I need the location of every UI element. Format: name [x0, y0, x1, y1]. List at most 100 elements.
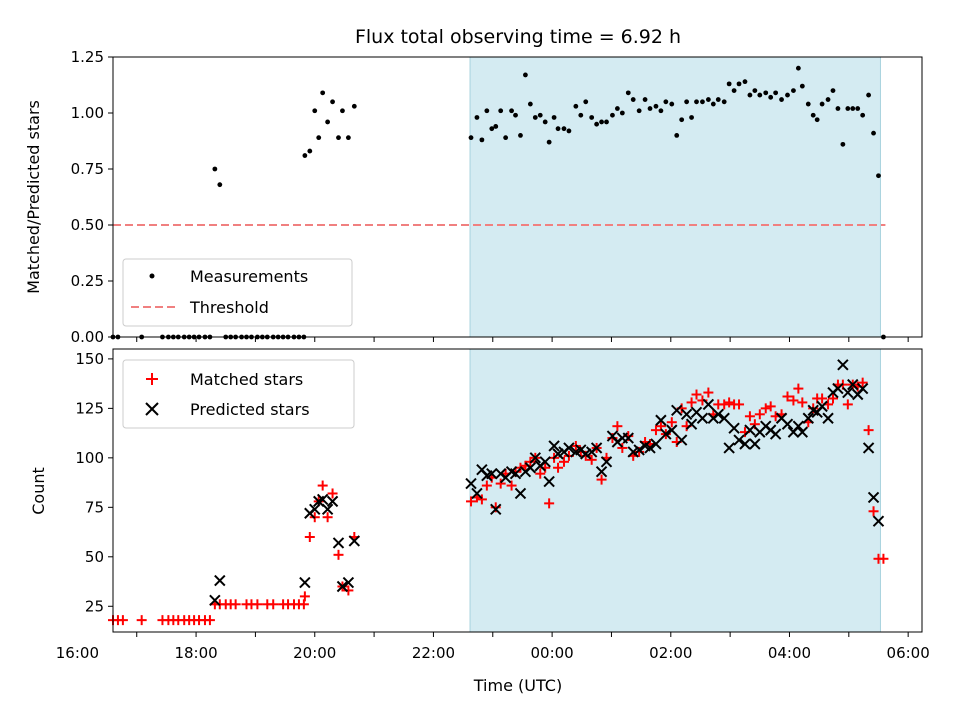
legend-predicted-marker — [145, 402, 159, 416]
matched-star-point — [558, 456, 569, 467]
predicted-star-point — [600, 456, 613, 468]
measurement-point — [316, 135, 322, 141]
measurement-point — [663, 99, 669, 105]
measurement-point — [484, 108, 490, 114]
measurement-point — [795, 65, 801, 71]
measurement-point — [653, 103, 659, 109]
measurement-point — [527, 101, 533, 107]
measurement-point — [785, 92, 790, 98]
predicted-star-point — [563, 442, 575, 454]
matched-star-point — [506, 480, 517, 491]
measurement-point — [546, 139, 552, 145]
measurement-point — [336, 135, 341, 141]
measurement-point — [509, 108, 514, 114]
observing-window-span-bottom — [469, 348, 881, 633]
measurement-point — [532, 115, 538, 120]
measurement-point — [551, 115, 557, 120]
predicted-star-point — [696, 412, 709, 424]
ratio-y-tick-label: 0.25 — [71, 272, 104, 290]
matched-star-point — [535, 468, 546, 479]
predicted-star-point — [486, 467, 498, 480]
measurement-point — [752, 88, 758, 93]
measurement-point — [835, 106, 841, 111]
matched-star-point — [734, 399, 745, 410]
count-y-tick-label: 100 — [75, 449, 104, 467]
measurement-point — [791, 88, 796, 93]
measurement-point — [658, 108, 664, 114]
measurement-point — [710, 101, 716, 107]
predicted-star-point — [723, 442, 735, 454]
predicted-star-point — [802, 412, 814, 424]
predicted-star-point — [471, 487, 483, 500]
measurement-point — [625, 90, 631, 96]
measurement-point — [566, 128, 572, 134]
predicted-star-point — [490, 503, 502, 516]
predicted-star-point — [529, 452, 542, 464]
predicted-star-point — [675, 434, 688, 446]
predicted-star-point — [744, 424, 756, 436]
predicted-star-point — [465, 477, 477, 490]
matched-star-point — [268, 599, 279, 610]
predicted-star-point — [739, 438, 751, 450]
measurement-point — [684, 99, 690, 105]
predicted-star-point — [342, 576, 355, 589]
measurement-point — [810, 112, 816, 118]
measurement-point — [819, 101, 825, 107]
measurement-point — [694, 99, 699, 105]
measurement-point — [542, 119, 548, 125]
measurement-point — [747, 92, 753, 98]
measurement-point — [583, 99, 589, 105]
count-y-tick-label: 150 — [75, 350, 104, 368]
measurement-point — [773, 90, 779, 96]
predicted-star-point — [872, 515, 885, 527]
predicted-star-point — [856, 382, 869, 395]
matched-star-point — [817, 393, 828, 404]
measurement-point — [599, 119, 604, 125]
predicted-star-point — [867, 491, 880, 504]
measurement-point — [468, 135, 474, 141]
measurement-point — [860, 112, 866, 118]
measurement-point — [307, 148, 313, 154]
matched-star-point — [481, 480, 492, 491]
predicted-star-point — [718, 412, 730, 424]
count-panel: 25 50 75 100 125 150 16:00 18:00 20:00 22:00 00:0… — [29, 348, 930, 695]
measurement-point — [689, 115, 694, 120]
x-tick-label: 00:00 — [530, 644, 573, 662]
measurement-point — [610, 112, 615, 118]
predicted-star-point — [514, 487, 527, 500]
measurement-point — [518, 133, 523, 138]
measurement-point — [845, 106, 851, 111]
predicted-star-point — [316, 493, 329, 506]
matched-star-point — [760, 403, 771, 414]
predicted-star-point — [702, 398, 715, 411]
x-tick-label: 04:00 — [768, 644, 811, 662]
predicted-star-point — [321, 503, 334, 516]
matched-star-point — [782, 391, 793, 402]
x-axis-label: Time (UTC) — [473, 676, 562, 695]
ratio-y-tick-label: 1.25 — [71, 48, 104, 66]
measurement-point — [503, 135, 509, 141]
predicted-star-point — [685, 418, 698, 430]
ratio-y-tick-label: 0.75 — [71, 160, 104, 178]
predicted-star-point — [595, 465, 608, 478]
predicted-star-point — [822, 412, 834, 424]
matched-star-point — [686, 397, 697, 408]
matched-star-point — [857, 377, 868, 388]
ratio-axes-frame — [112, 56, 923, 338]
legend-matched-label: Matched stars — [190, 370, 303, 389]
predicted-stars-points — [209, 359, 885, 607]
matched-star-point — [666, 417, 677, 428]
matched-star-point — [204, 615, 215, 626]
matched-star-point — [724, 397, 735, 408]
count-y-tick-label: 25 — [85, 597, 104, 615]
predicted-star-point — [309, 503, 321, 516]
matched-star-point — [691, 389, 702, 400]
matched-star-point — [703, 387, 714, 398]
ratio-y-tick-label: 0.50 — [71, 216, 104, 234]
measurement-point — [840, 141, 846, 147]
legend-matched-marker — [146, 373, 158, 385]
measurement-point — [647, 106, 653, 111]
ratio-legend: Measurements Threshold — [122, 258, 353, 327]
matched-star-point — [842, 399, 853, 410]
